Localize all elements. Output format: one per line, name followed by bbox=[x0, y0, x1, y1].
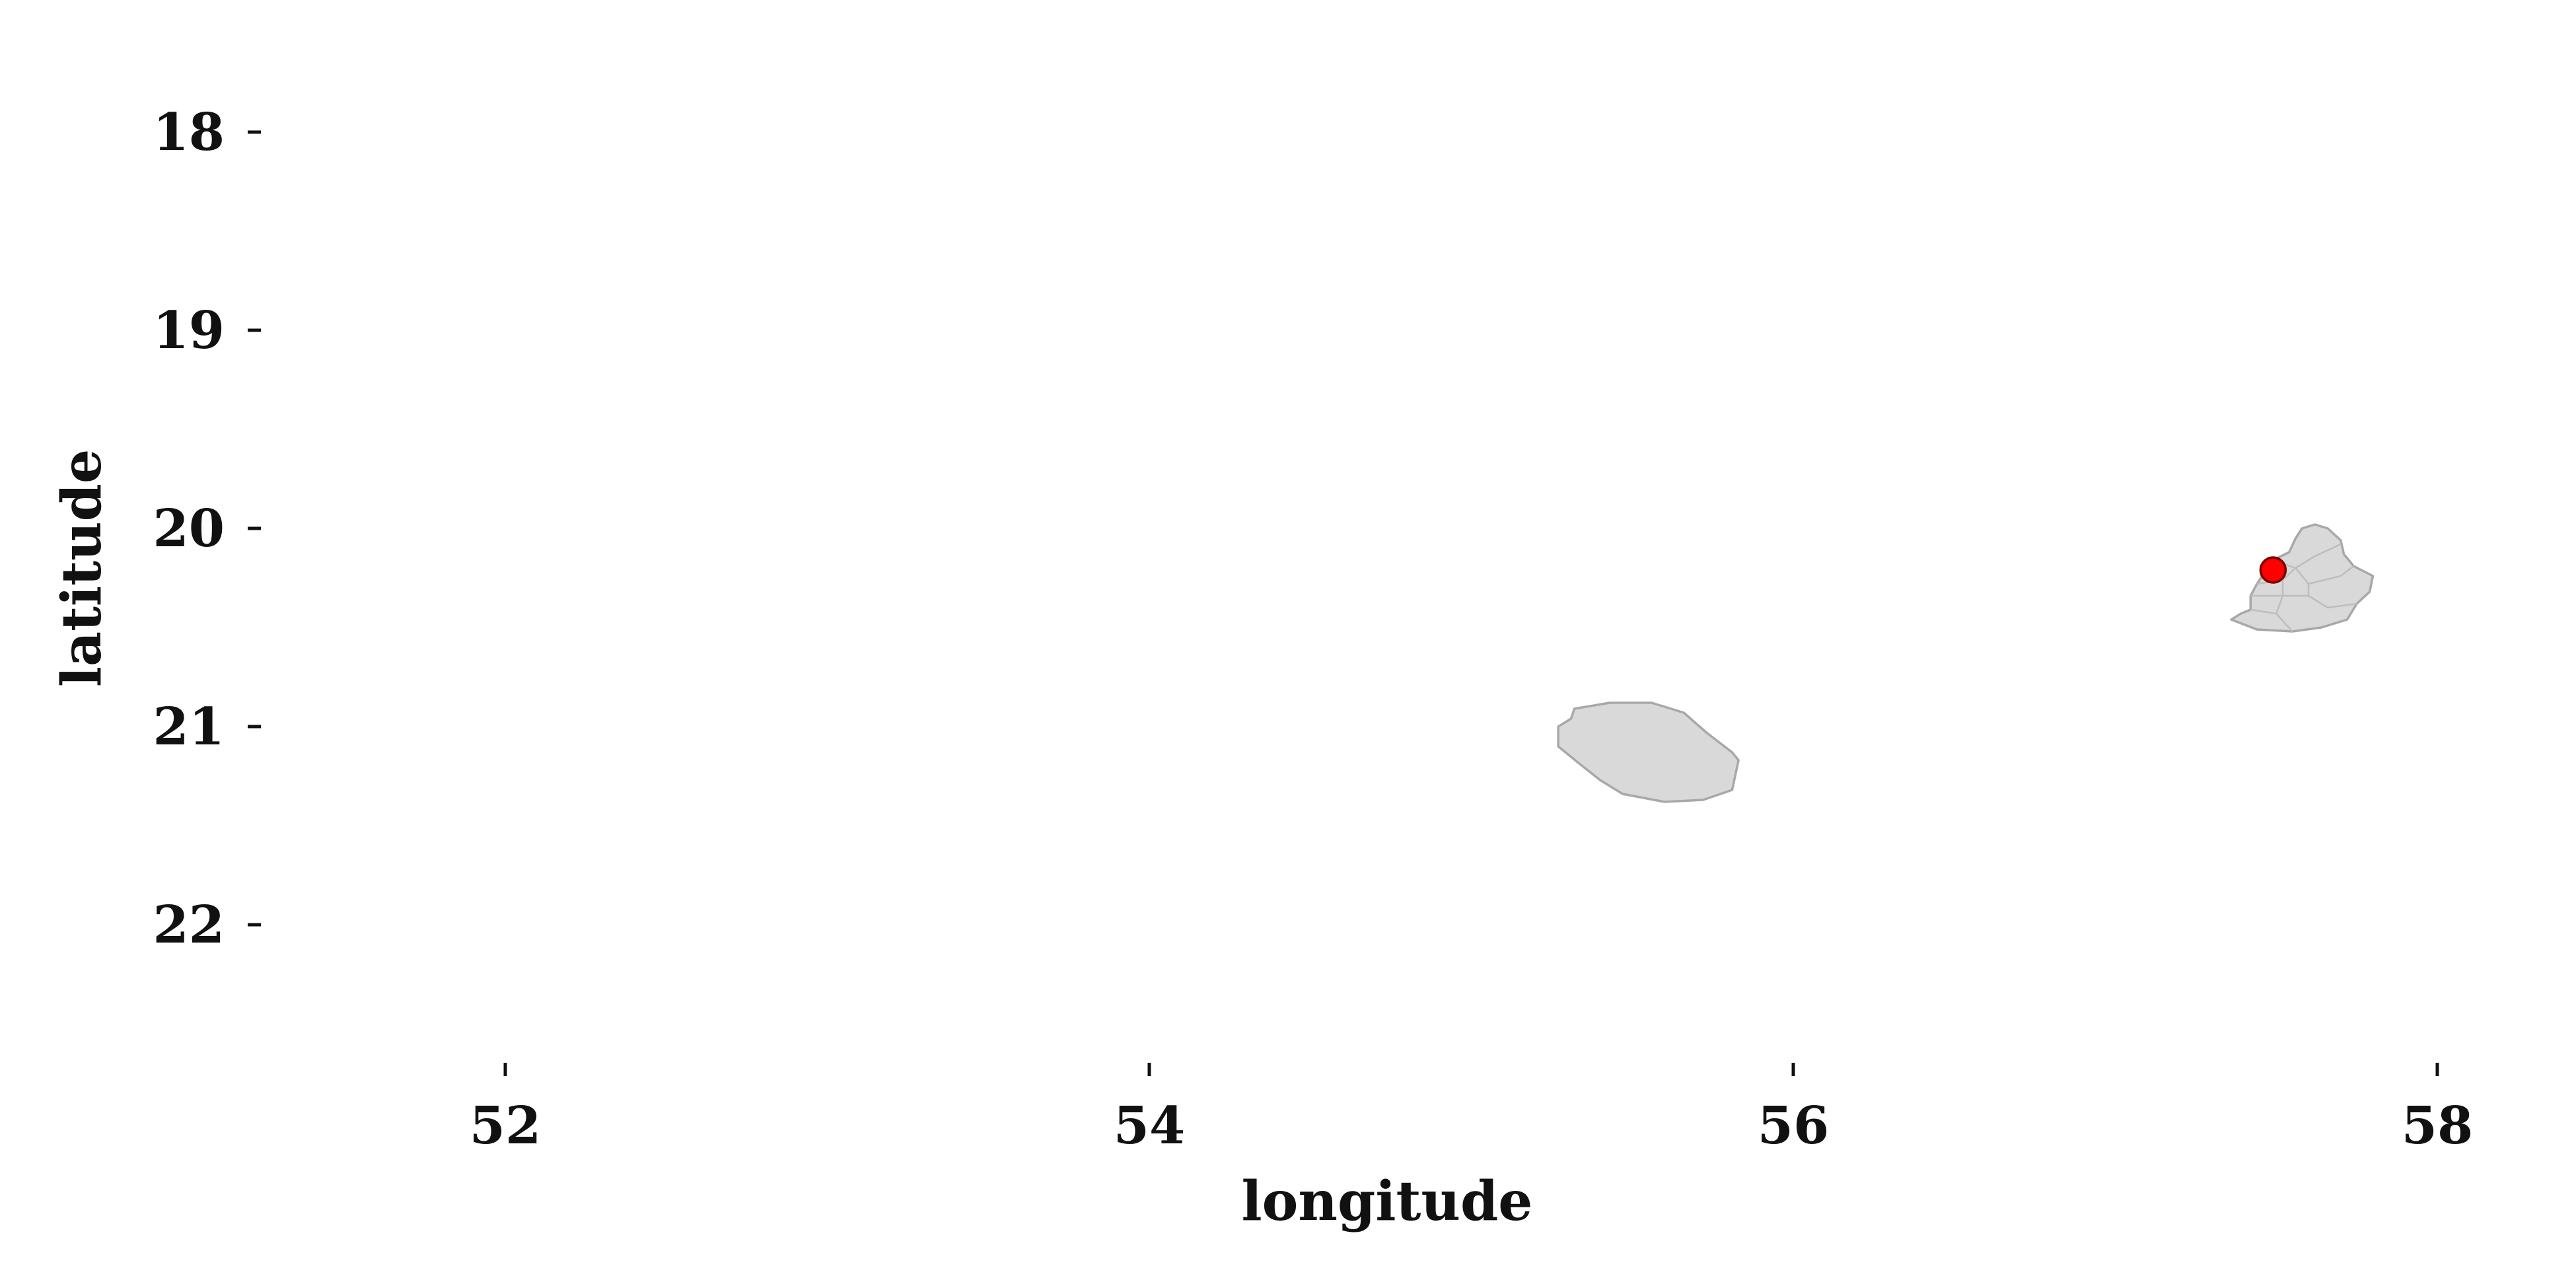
y-tick-label: 20 bbox=[153, 499, 225, 559]
x-axis: 52545658606264 bbox=[470, 1063, 2576, 1156]
x-tick-label: 52 bbox=[470, 1096, 542, 1156]
location-marker bbox=[2260, 557, 2285, 583]
marker-layer bbox=[2260, 557, 2285, 583]
island-shape bbox=[1558, 703, 1738, 802]
y-tick-label: 21 bbox=[153, 697, 225, 757]
island-shape bbox=[2231, 524, 2373, 631]
y-tick-label: 19 bbox=[153, 301, 225, 361]
y-axis: 18 19 20 21 22 bbox=[153, 102, 261, 955]
x-tick-label: 54 bbox=[1114, 1096, 1186, 1156]
x-tick-label: 56 bbox=[1758, 1096, 1830, 1156]
x-tick-label: 58 bbox=[2402, 1096, 2474, 1156]
x-axis-title: longitude bbox=[1242, 1170, 1533, 1233]
y-tick-label: 22 bbox=[153, 895, 225, 955]
y-axis-title: latitude bbox=[50, 449, 114, 687]
land-layer bbox=[1558, 463, 2576, 802]
y-tick-label: 18 bbox=[153, 102, 225, 162]
